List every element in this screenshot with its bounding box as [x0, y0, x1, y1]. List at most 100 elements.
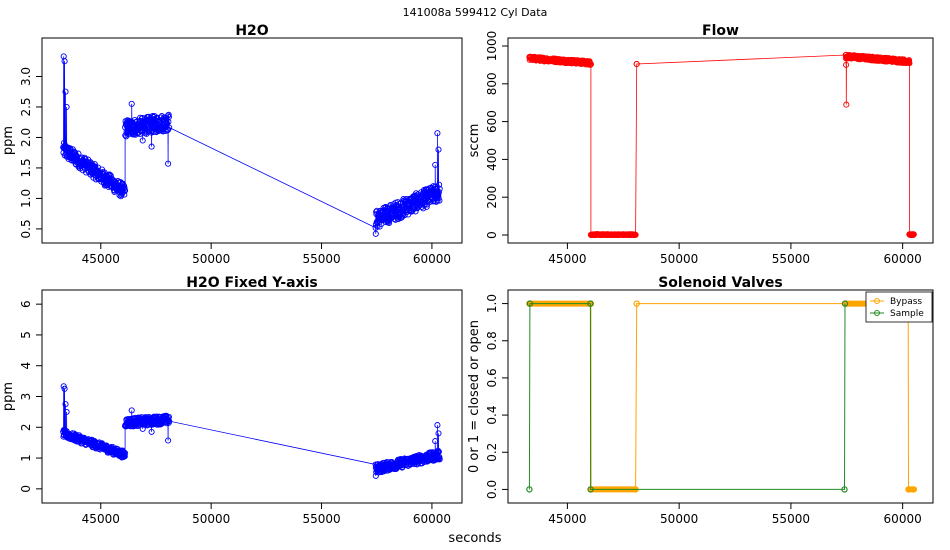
- y-axis-label: 0 or 1 = closed or open: [467, 320, 482, 473]
- y-tick-label: 4: [19, 362, 33, 370]
- data-point: [148, 428, 155, 435]
- x-tick-label: 55000: [772, 252, 810, 266]
- x-tick-label: 60000: [413, 512, 451, 526]
- series-line-bypass: [529, 303, 914, 490]
- data-point: [843, 61, 850, 68]
- data-point: [435, 146, 442, 153]
- data-layer: [60, 53, 443, 237]
- y-tick-label: 2.5: [19, 97, 33, 116]
- data-point: [436, 185, 443, 192]
- x-tick-label: 55000: [302, 512, 340, 526]
- x-tick-label: 55000: [302, 252, 340, 266]
- y-tick-label: 2: [19, 423, 33, 431]
- data-point-sample: [841, 300, 849, 307]
- plot-frame: [41, 37, 463, 244]
- y-axis-label: sccm: [467, 124, 482, 158]
- data-layer: [60, 383, 443, 479]
- data-point-bypass: [910, 486, 918, 493]
- y-tick-label: 2.0: [19, 128, 33, 147]
- panel-flow: Flow sccm 45000 50000 55000 60000 0 200 400 600 80…: [467, 23, 934, 266]
- data-point-bypass: [633, 300, 640, 307]
- x-tick-label: 50000: [192, 512, 230, 526]
- data-point: [435, 430, 442, 437]
- data-point: [435, 195, 442, 202]
- shared-x-axis-label: seconds: [448, 531, 501, 546]
- data-point: [62, 401, 69, 408]
- y-tick-label: 5: [19, 331, 33, 339]
- figure-header: 141008a 599412 Cyl Data: [403, 6, 548, 19]
- y-tick-label: 1.5: [19, 158, 33, 177]
- y-tick-label: 0.0: [485, 480, 499, 499]
- data-point: [121, 184, 128, 191]
- data-point: [63, 408, 70, 415]
- y-tick-label: 1.0: [485, 294, 499, 313]
- data-point: [166, 124, 173, 131]
- data-point: [372, 230, 379, 237]
- x-tick-label: 45000: [548, 512, 586, 526]
- data-point: [121, 191, 128, 198]
- data-point: [122, 187, 129, 194]
- panel-h2o-fixed: H2O Fixed Y-axis ppm 45000 50000 55000 60000 0…: [1, 275, 463, 526]
- data-point: [164, 112, 171, 119]
- legend-marker: [874, 298, 880, 304]
- panel-title: Flow: [702, 23, 739, 39]
- data-point: [436, 456, 443, 463]
- plot-frame: [507, 289, 934, 504]
- y-axis-label: ppm: [1, 382, 16, 411]
- panel-title: H2O Fixed Y-axis: [186, 275, 318, 291]
- y-tick-label: 1: [19, 454, 33, 462]
- data-point: [63, 103, 70, 111]
- panel-h2o: H2O ppm 45000 50000 55000 60000 0.5 1.0 1.5 2.0 2.…: [1, 23, 463, 266]
- y-tick-label: 200: [485, 186, 499, 209]
- data-point: [423, 203, 430, 210]
- data-point: [91, 161, 98, 168]
- data-point: [166, 418, 173, 425]
- data-point: [165, 160, 172, 167]
- data-point: [72, 149, 79, 156]
- legend-marker: [874, 310, 880, 316]
- data-point: [139, 137, 146, 144]
- y-tick-label: 0: [19, 485, 33, 493]
- data-point: [436, 197, 443, 204]
- data-point-sample: [526, 300, 534, 307]
- data-point: [906, 60, 913, 67]
- y-axis-label: ppm: [1, 126, 16, 155]
- data-point: [62, 88, 69, 95]
- x-tick-label: 45000: [82, 252, 120, 266]
- data-point: [128, 100, 135, 107]
- data-point-sample: [587, 300, 594, 307]
- data-point-sample: [587, 486, 594, 493]
- data-point: [122, 450, 129, 457]
- y-tick-label: 0.6: [485, 368, 499, 387]
- legend-entry: Sample: [890, 309, 924, 319]
- x-tick-label: 50000: [192, 252, 230, 266]
- data-point: [146, 128, 153, 135]
- data-point: [843, 101, 850, 108]
- data-point: [435, 189, 442, 196]
- data-point: [906, 57, 913, 64]
- x-tick-label: 55000: [772, 512, 810, 526]
- y-tick-label: 600: [485, 110, 499, 133]
- y-tick-label: 400: [485, 148, 499, 171]
- x-tick-label: 60000: [413, 252, 451, 266]
- data-point: [435, 447, 442, 454]
- plot-frame: [41, 289, 463, 504]
- data-point: [165, 113, 172, 121]
- y-tick-label: 3: [19, 393, 33, 401]
- data-point: [148, 143, 155, 150]
- x-tick-label: 45000: [82, 512, 120, 526]
- panel-title: Solenoid Valves: [658, 275, 783, 291]
- data-point: [121, 453, 128, 460]
- data-point: [436, 181, 443, 188]
- x-tick-label: 60000: [884, 512, 922, 526]
- data-point-sample: [841, 486, 848, 493]
- panel-valves: Solenoid Valves 0 or 1 = closed or open 45…: [467, 275, 934, 526]
- data-point: [128, 407, 135, 414]
- data-point: [61, 58, 68, 65]
- x-tick-label: 60000: [884, 252, 922, 266]
- legend-entry: Bypass: [890, 297, 922, 307]
- legend-box: [865, 291, 933, 323]
- y-tick-label: 0: [485, 231, 499, 239]
